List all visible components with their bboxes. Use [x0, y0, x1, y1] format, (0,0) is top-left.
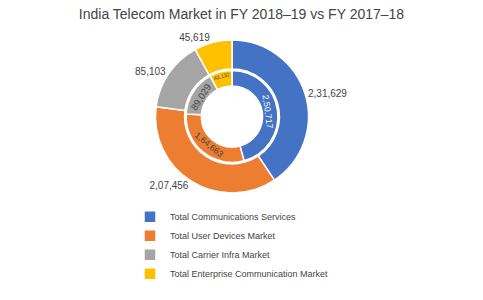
- svg-text:2,31,629: 2,31,629: [308, 88, 347, 99]
- svg-text:Total Enterprise Communication: Total Enterprise Communication Market: [170, 269, 328, 279]
- svg-text:2,50,717: 2,50,717: [261, 94, 275, 129]
- svg-text:1,64,663: 1,64,663: [193, 130, 226, 159]
- svg-text:89,029: 89,029: [188, 82, 213, 113]
- svg-text:43,132: 43,132: [213, 71, 230, 81]
- svg-text:Total Communications Services: Total Communications Services: [170, 212, 296, 222]
- svg-text:85,103: 85,103: [135, 66, 166, 77]
- svg-text:2,07,456: 2,07,456: [149, 180, 188, 191]
- svg-text:India Telecom Market in FY 201: India Telecom Market in FY 2018–19 vs FY…: [79, 6, 405, 22]
- svg-text:Total Carrier Infra Market: Total Carrier Infra Market: [170, 250, 270, 260]
- svg-text:45,619: 45,619: [179, 32, 210, 43]
- svg-text:Total User Devices Market: Total User Devices Market: [170, 231, 276, 241]
